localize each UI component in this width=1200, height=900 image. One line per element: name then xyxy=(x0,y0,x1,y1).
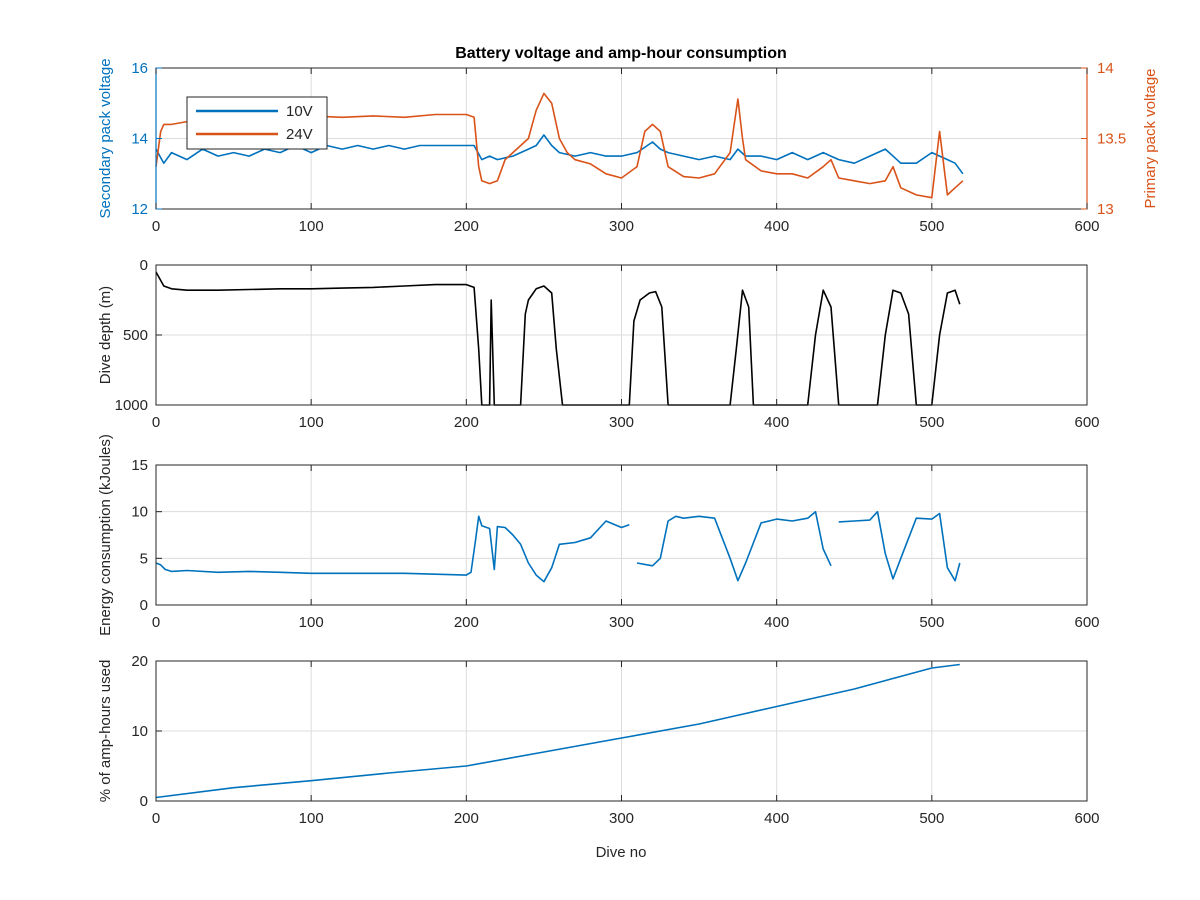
x-tick-label: 100 xyxy=(299,614,324,631)
x-tick-label: 0 xyxy=(152,614,160,631)
y2-tick-label: 13 xyxy=(1097,201,1114,218)
y-axis-label: Secondary pack voltage xyxy=(97,58,114,218)
y-tick-label: 12 xyxy=(131,201,148,218)
y-axis-label: % of amp-hours used xyxy=(97,660,114,803)
x-tick-label: 600 xyxy=(1074,810,1099,827)
y-tick-label: 0 xyxy=(140,793,148,810)
x-tick-label: 100 xyxy=(299,810,324,827)
y-tick-label: 500 xyxy=(123,327,148,344)
series-line-p4-1 xyxy=(155,663,960,799)
legend-box xyxy=(186,96,328,150)
x-tick-label: 500 xyxy=(919,810,944,827)
panels-container: 0 100 200 300 400 500 6001214161313.514Seconda… xyxy=(97,58,1159,827)
series-line-p2-1 xyxy=(155,271,961,406)
y-axis-label: Dive depth (m) xyxy=(97,286,114,384)
y-tick-label: 10 xyxy=(131,504,148,521)
y-axis-label: Energy consumption (kJoules) xyxy=(97,434,114,636)
x-tick-label: 0 xyxy=(152,810,160,827)
chart-panel-4: 0 100 200 300 400 500 600 0 10 20 % of amp-hours u… xyxy=(97,653,1100,827)
legend-label: 24V xyxy=(286,126,313,143)
x-tick-label: 300 xyxy=(609,218,634,235)
chart-panel-3: 0 100 200 300 400 500 600 0 5 10 15 Energy consumpt… xyxy=(97,434,1100,636)
x-tick-label: 0 xyxy=(152,414,160,431)
x-tick-label: 0 xyxy=(152,218,160,235)
x-tick-label: 100 xyxy=(299,414,324,431)
y-tick-label: 0 xyxy=(140,257,148,274)
x-tick-label: 400 xyxy=(764,614,789,631)
y2-axis-label: Primary pack voltage xyxy=(1142,68,1159,208)
y-tick-label: 5 xyxy=(140,550,148,567)
x-tick-label: 500 xyxy=(919,414,944,431)
y-tick-label: 10 xyxy=(131,723,148,740)
x-tick-label: 500 xyxy=(919,614,944,631)
x-tick-label: 500 xyxy=(919,218,944,235)
y-tick-label: 20 xyxy=(131,653,148,670)
x-tick-label: 400 xyxy=(764,218,789,235)
x-tick-label: 100 xyxy=(299,218,324,235)
chart-title: Battery voltage and amp-hour consumption xyxy=(455,45,787,62)
x-axis-label: Dive no xyxy=(596,844,647,861)
y-tick-label: 16 xyxy=(131,60,148,77)
x-tick-label: 400 xyxy=(764,810,789,827)
x-tick-label: 400 xyxy=(764,414,789,431)
series-line-24V xyxy=(155,92,964,199)
x-tick-label: 200 xyxy=(454,218,479,235)
y-tick-label: 15 xyxy=(131,457,148,474)
x-tick-label: 300 xyxy=(609,614,634,631)
x-tick-label: 600 xyxy=(1074,414,1099,431)
x-tick-label: 200 xyxy=(454,414,479,431)
x-tick-label: 300 xyxy=(609,810,634,827)
y2-tick-label: 14 xyxy=(1097,60,1114,77)
y-tick-label: 1000 xyxy=(115,397,148,414)
x-tick-label: 600 xyxy=(1074,218,1099,235)
y-tick-label: 14 xyxy=(131,131,148,148)
x-tick-label: 200 xyxy=(454,614,479,631)
y-tick-label: 0 xyxy=(140,597,148,614)
x-tick-label: 600 xyxy=(1074,614,1099,631)
chart-panel-1: 0 100 200 300 400 500 600 12 14 16 13 13.5 14 Seconda… xyxy=(97,58,1159,235)
x-tick-label: 300 xyxy=(609,414,634,431)
legend-label: 10V xyxy=(286,103,313,120)
y2-tick-label: 13.5 xyxy=(1097,131,1126,148)
series-line-p3-1 xyxy=(155,510,961,583)
x-tick-label: 200 xyxy=(454,810,479,827)
